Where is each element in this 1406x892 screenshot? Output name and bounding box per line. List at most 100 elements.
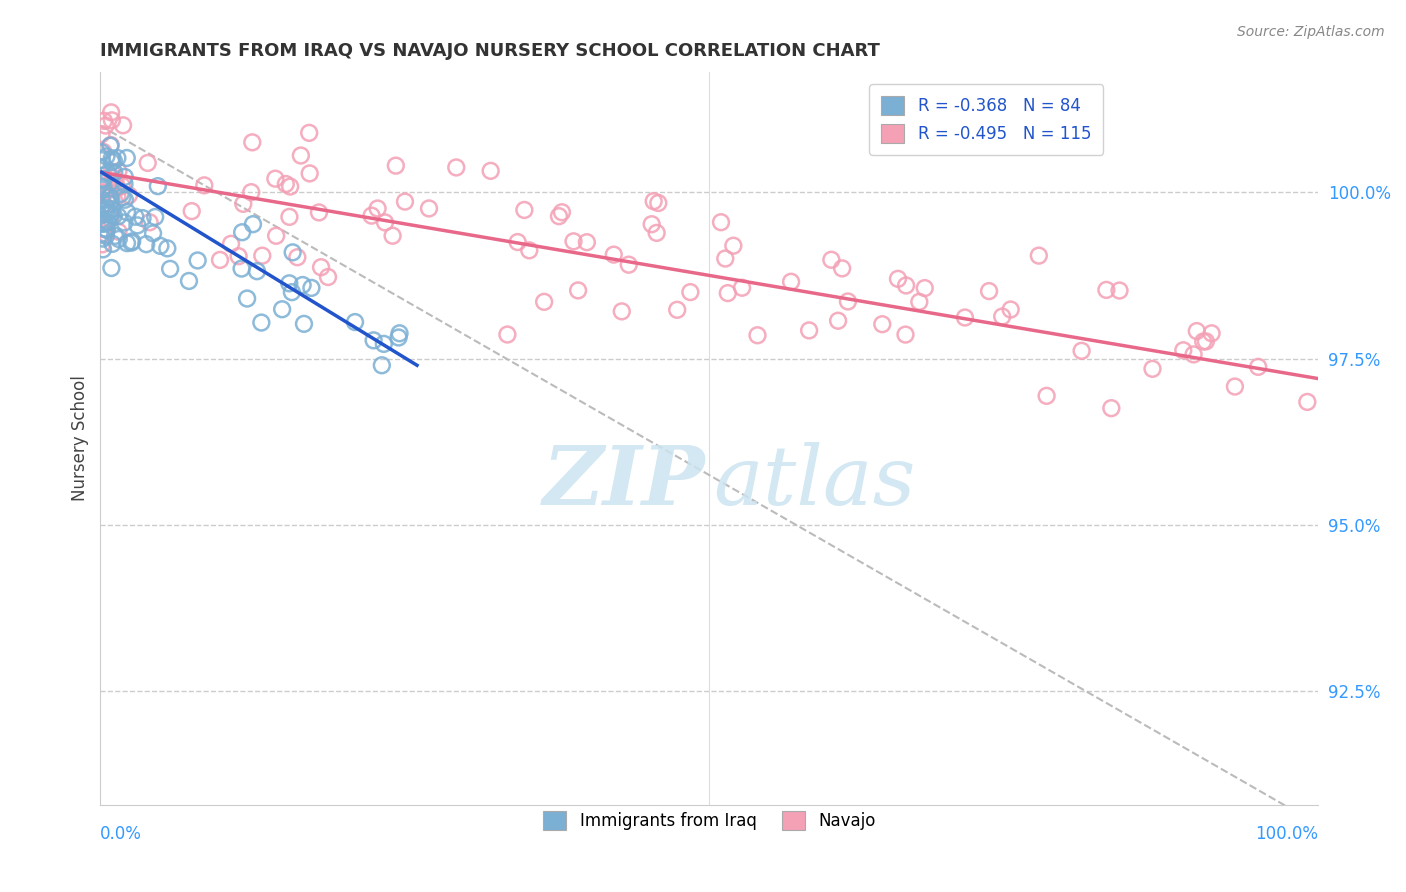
Point xyxy=(1173,343,1195,358)
Point xyxy=(107,225,129,239)
Text: 100.0%: 100.0% xyxy=(1256,824,1319,843)
Point xyxy=(710,215,733,229)
Point xyxy=(90,185,112,199)
Point xyxy=(94,227,117,241)
Point xyxy=(381,228,404,243)
Point xyxy=(374,215,396,229)
Point xyxy=(111,178,134,193)
Point xyxy=(90,145,112,160)
Point xyxy=(90,127,112,141)
Point xyxy=(551,205,574,219)
Point xyxy=(97,190,120,204)
Point xyxy=(97,205,120,219)
Point xyxy=(506,235,529,249)
Point xyxy=(105,151,128,165)
Point xyxy=(101,155,124,169)
Point xyxy=(100,211,122,226)
Point xyxy=(108,232,131,246)
Point xyxy=(228,249,250,263)
Point xyxy=(93,180,115,194)
Point xyxy=(101,165,124,179)
Text: atlas: atlas xyxy=(713,442,915,523)
Point xyxy=(1185,324,1208,338)
Point xyxy=(717,286,740,301)
Point xyxy=(114,193,136,207)
Point xyxy=(278,210,301,224)
Point xyxy=(121,235,143,249)
Point xyxy=(135,237,157,252)
Point xyxy=(105,181,128,195)
Point xyxy=(780,275,803,289)
Point xyxy=(120,235,142,250)
Text: ZIP: ZIP xyxy=(543,442,706,523)
Point xyxy=(274,177,297,191)
Point xyxy=(562,235,585,249)
Point xyxy=(156,241,179,255)
Point xyxy=(827,314,849,328)
Point xyxy=(837,294,859,309)
Point xyxy=(731,281,754,295)
Point xyxy=(146,179,169,194)
Point xyxy=(645,226,668,240)
Point xyxy=(1247,359,1270,374)
Point xyxy=(1182,347,1205,361)
Point xyxy=(264,228,287,243)
Point xyxy=(797,323,820,337)
Point xyxy=(575,235,598,250)
Point xyxy=(138,215,160,229)
Point xyxy=(292,317,315,331)
Point xyxy=(118,188,141,202)
Point xyxy=(90,160,112,174)
Point xyxy=(94,119,117,133)
Point xyxy=(298,166,321,180)
Text: Source: ZipAtlas.com: Source: ZipAtlas.com xyxy=(1237,25,1385,39)
Point xyxy=(991,310,1014,324)
Point xyxy=(149,239,172,253)
Point xyxy=(1099,401,1122,416)
Point xyxy=(264,171,287,186)
Point xyxy=(360,209,382,223)
Point xyxy=(98,197,121,211)
Point xyxy=(90,201,112,215)
Point xyxy=(110,186,132,201)
Point xyxy=(111,190,134,204)
Point xyxy=(240,136,263,150)
Point xyxy=(299,281,322,295)
Point xyxy=(1095,283,1118,297)
Point xyxy=(97,166,120,180)
Point xyxy=(641,217,664,231)
Point xyxy=(90,212,112,227)
Point xyxy=(187,253,209,268)
Point xyxy=(643,194,665,209)
Point xyxy=(252,249,274,263)
Point xyxy=(93,217,115,231)
Point xyxy=(1108,284,1130,298)
Point xyxy=(291,278,314,293)
Point xyxy=(143,210,166,224)
Point xyxy=(97,215,120,229)
Point xyxy=(714,252,737,266)
Point xyxy=(177,274,200,288)
Point xyxy=(98,190,121,204)
Point xyxy=(285,250,308,264)
Point xyxy=(180,204,202,219)
Point xyxy=(115,151,138,165)
Point xyxy=(91,145,114,159)
Point xyxy=(418,202,440,216)
Point xyxy=(388,326,411,341)
Point xyxy=(219,236,242,251)
Point xyxy=(371,359,394,373)
Point xyxy=(103,165,125,179)
Point xyxy=(105,189,128,203)
Point xyxy=(308,205,330,219)
Point xyxy=(373,337,395,351)
Point xyxy=(93,172,115,186)
Point xyxy=(94,178,117,193)
Point xyxy=(112,118,135,132)
Point xyxy=(533,294,555,309)
Point xyxy=(91,174,114,188)
Point xyxy=(617,258,640,272)
Point xyxy=(894,327,917,342)
Point xyxy=(101,236,124,251)
Point xyxy=(96,222,118,236)
